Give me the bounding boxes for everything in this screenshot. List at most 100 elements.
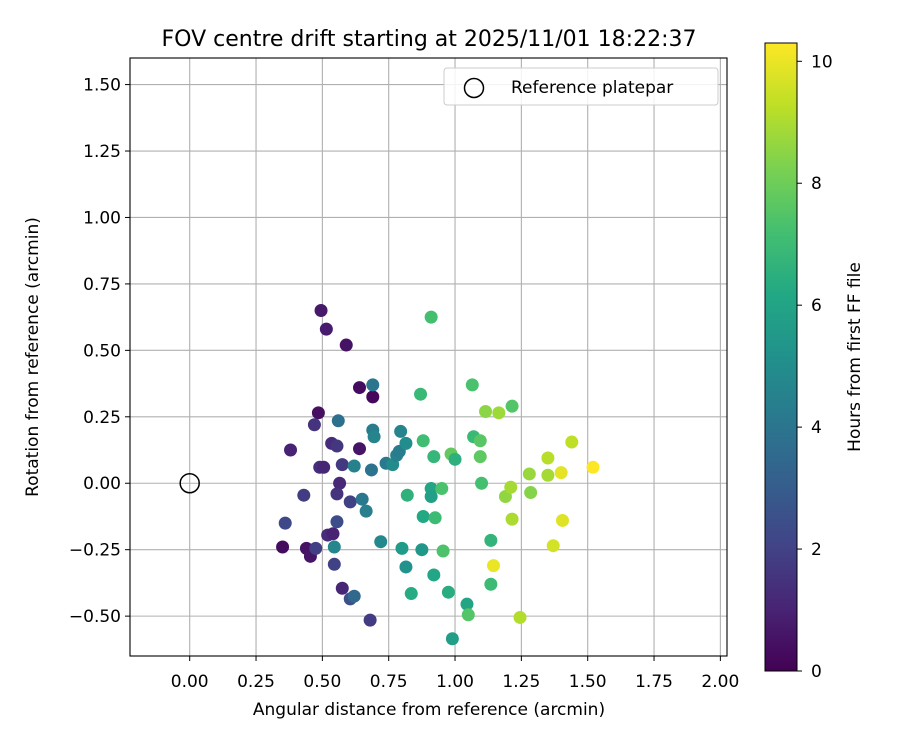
data-point xyxy=(347,459,361,473)
y-axis-ticks: −0.50 −0.25 0.00 0.25 0.50 0.75 1.00 1.25 1.50 xyxy=(69,76,130,627)
data-point xyxy=(330,515,344,529)
data-point xyxy=(319,322,333,336)
data-point xyxy=(394,424,408,438)
data-point xyxy=(484,533,498,547)
x-tick-label: 1.00 xyxy=(436,672,474,692)
y-tick-label: −0.50 xyxy=(69,607,121,627)
data-point xyxy=(504,480,518,494)
data-point xyxy=(297,488,311,502)
y-axis-label: Rotation from reference (arcmin) xyxy=(23,217,43,497)
data-point xyxy=(400,488,414,502)
data-point xyxy=(441,585,455,599)
x-tick-label: 0.00 xyxy=(171,672,209,692)
data-point xyxy=(465,378,479,392)
y-tick-label: 0.50 xyxy=(83,341,121,361)
data-point xyxy=(359,504,373,518)
data-point xyxy=(479,404,493,418)
legend-open-circle-icon xyxy=(463,77,485,99)
colorbar-tick-label: 0 xyxy=(811,662,822,682)
y-tick-label: 1.25 xyxy=(83,142,121,162)
data-point xyxy=(330,439,344,453)
data-point xyxy=(278,516,292,530)
colorbar-tick-label: 6 xyxy=(811,296,822,316)
data-point xyxy=(427,450,441,464)
data-point xyxy=(355,492,369,506)
data-point xyxy=(424,490,438,504)
data-point xyxy=(416,509,430,523)
colorbar xyxy=(764,42,798,672)
colorbar-tick-label: 2 xyxy=(811,540,822,560)
x-tick-label: 1.50 xyxy=(569,672,607,692)
plot-frame xyxy=(129,57,728,657)
data-point xyxy=(475,476,489,490)
reference-platepar-marker xyxy=(179,472,200,494)
data-point xyxy=(335,581,349,595)
y-tick-label: 0.25 xyxy=(83,408,121,428)
data-point xyxy=(448,452,462,466)
data-point xyxy=(554,466,568,480)
data-point xyxy=(586,460,600,474)
data-point xyxy=(374,535,388,549)
data-point xyxy=(415,543,429,557)
data-point xyxy=(366,378,380,392)
data-point xyxy=(399,560,413,574)
data-point xyxy=(311,406,325,420)
chart-title: FOV centre drift starting at 2025/11/01 … xyxy=(162,27,697,52)
data-point xyxy=(416,434,430,448)
data-point xyxy=(330,487,344,501)
data-point xyxy=(424,310,438,324)
colorbar-ticks: 0 2 4 6 8 10 xyxy=(797,52,833,682)
colorbar-tick-label: 10 xyxy=(811,52,833,72)
x-axis-ticks: 0.00 0.25 0.50 0.75 1.00 1.25 1.50 1.75 2.00 xyxy=(171,656,739,692)
data-point xyxy=(343,495,357,509)
colorbar-tick-label: 4 xyxy=(811,418,822,438)
data-point xyxy=(317,460,331,474)
data-point xyxy=(364,463,378,477)
data-point xyxy=(487,559,501,573)
data-point xyxy=(546,539,560,553)
data-point xyxy=(395,541,409,555)
data-point xyxy=(284,443,298,457)
data-point xyxy=(505,512,519,526)
x-tick-label: 1.25 xyxy=(502,672,540,692)
data-point xyxy=(327,557,341,571)
data-point xyxy=(513,610,527,624)
data-point xyxy=(445,632,459,646)
data-point xyxy=(399,436,413,450)
data-point xyxy=(505,399,519,413)
y-tick-label: −0.25 xyxy=(69,541,121,561)
data-point xyxy=(347,589,361,603)
x-tick-label: 1.75 xyxy=(635,672,673,692)
data-point xyxy=(314,303,328,317)
data-point xyxy=(541,468,555,482)
x-tick-label: 2.00 xyxy=(701,672,739,692)
grid-lines xyxy=(130,58,727,656)
data-point xyxy=(428,511,442,525)
data-point xyxy=(461,608,475,622)
x-axis-label: Angular distance from reference (arcmin) xyxy=(253,700,605,720)
data-point xyxy=(427,568,441,582)
data-point xyxy=(335,458,349,472)
data-point xyxy=(333,476,347,490)
data-point xyxy=(353,442,367,456)
legend-box xyxy=(443,67,719,106)
y-tick-label: 1.00 xyxy=(83,208,121,228)
data-point xyxy=(473,450,487,464)
data-point xyxy=(484,577,498,591)
data-point xyxy=(565,435,579,449)
data-point xyxy=(366,390,380,404)
data-point xyxy=(363,613,377,627)
data-point xyxy=(460,597,474,611)
legend: Reference platepar xyxy=(443,67,719,106)
colorbar-tick-label: 8 xyxy=(811,174,822,194)
data-point xyxy=(276,540,290,554)
data-point xyxy=(473,434,487,448)
data-point xyxy=(367,430,381,444)
data-point xyxy=(339,338,353,352)
data-point xyxy=(555,513,569,527)
data-points xyxy=(276,303,600,646)
y-tick-label: 1.50 xyxy=(83,76,121,96)
data-point xyxy=(331,414,345,428)
y-tick-label: 0.75 xyxy=(83,275,121,295)
